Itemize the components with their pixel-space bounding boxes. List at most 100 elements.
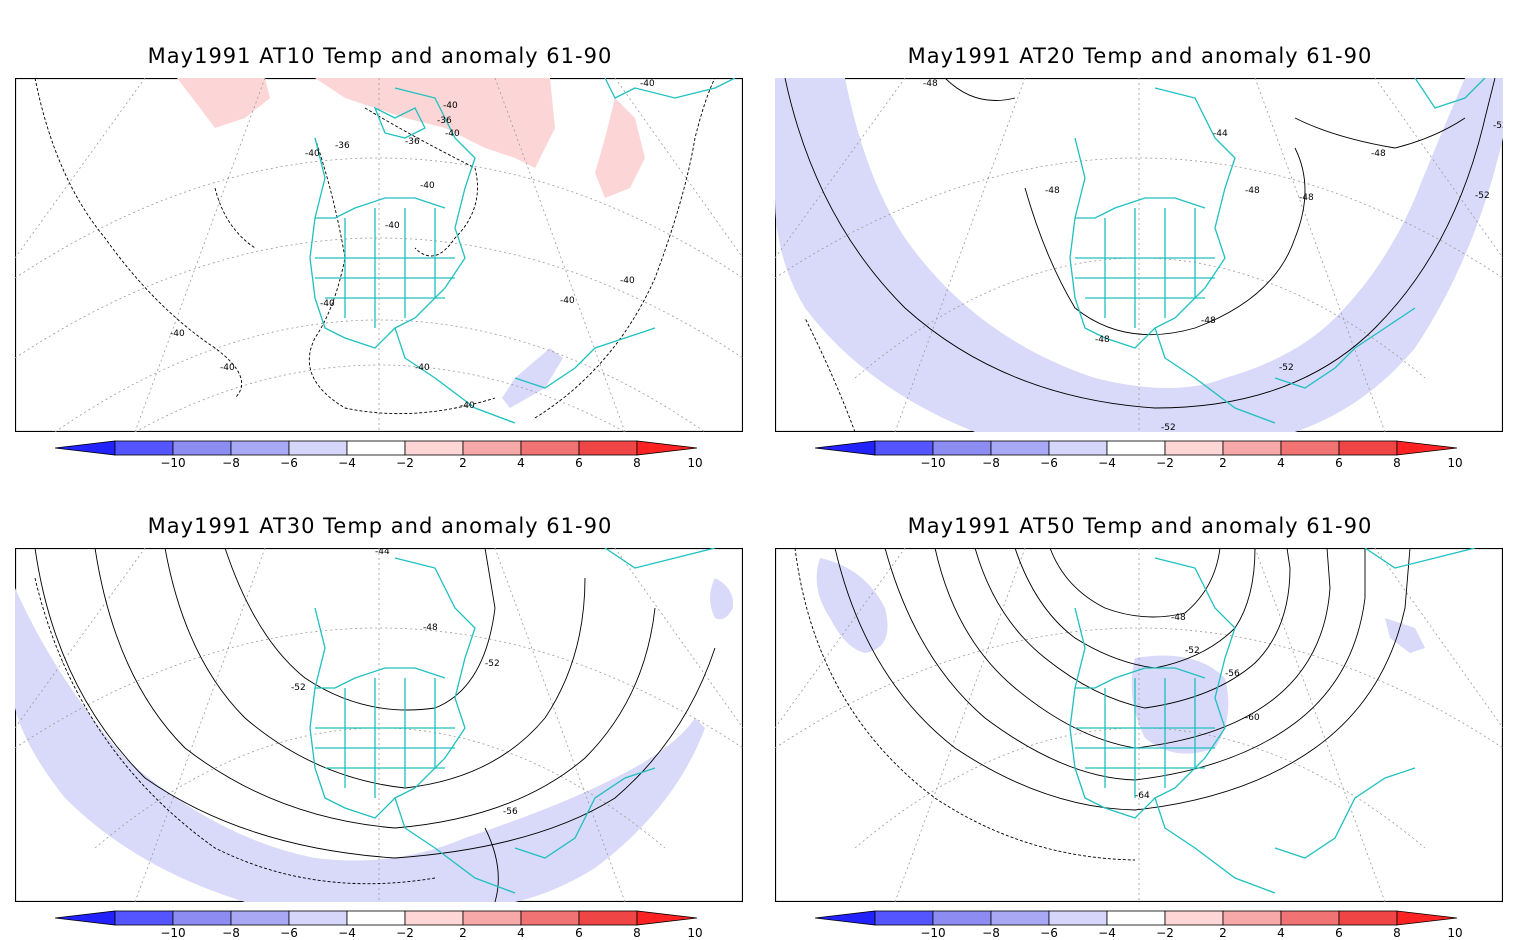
contour-label: -48 [1299, 193, 1314, 203]
colorbar-tick-label: −8 [982, 456, 1000, 470]
colorbar-tick-label: 4 [1277, 926, 1285, 940]
colorbar-segment [578, 910, 638, 926]
colorbar-segment [230, 910, 290, 926]
colorbar-arrow-low [55, 440, 116, 456]
colorbar-arrow-low [815, 910, 876, 926]
colorbar-tick-label: −6 [280, 926, 298, 940]
colorbar-segment [874, 910, 934, 926]
colorbar-segment [1222, 440, 1282, 456]
colorbar-segment [1106, 440, 1166, 456]
colorbar-tick-label: 2 [1219, 926, 1227, 940]
colorbar-segment [1338, 910, 1398, 926]
colorbar-segment [520, 440, 580, 456]
colorbar-arrow-high [1396, 910, 1458, 926]
colorbar-tick-label: −10 [920, 456, 945, 470]
colorbar-arrow-low [55, 910, 116, 926]
colorbar-segment [990, 910, 1050, 926]
colorbar-tick-label: −4 [1098, 926, 1116, 940]
contour-label: -48 [1371, 149, 1386, 159]
panel-title: May1991 AT50 Temp and anomaly 61-90 [907, 514, 1373, 538]
contour-label: -44 [1213, 129, 1228, 139]
colorbar-segment [462, 440, 522, 456]
colorbar-tick-label: −6 [1040, 926, 1058, 940]
colorbar-tick-label: −4 [338, 926, 356, 940]
colorbar-segment [404, 910, 464, 926]
colorbar-segment [1164, 910, 1224, 926]
contour-label: -64 [1135, 791, 1150, 801]
colorbar-segment [114, 440, 174, 456]
contour-label: -48 [1045, 186, 1060, 196]
colorbar-arrow-high [636, 910, 698, 926]
colorbar: −10 −8 −6 −4 −2 2 4 6 8 10 [55, 440, 703, 470]
colorbar-segment [346, 910, 406, 926]
colorbar-tick-label: −6 [1040, 456, 1058, 470]
colorbar-segment [346, 440, 406, 456]
contour-label: -52 [1493, 121, 1503, 131]
contour-label: -48 [923, 79, 938, 89]
colorbar-segment [1164, 440, 1224, 456]
colorbar-tick-label: 8 [1393, 456, 1401, 470]
colorbar-tick-label: 10 [687, 926, 702, 940]
contour-label: -48 [1245, 186, 1260, 196]
contour-label: -40 [385, 221, 400, 231]
colorbar-segment [1048, 440, 1108, 456]
colorbar-tick-label: 8 [633, 926, 641, 940]
coastline-icon [1069, 548, 1476, 894]
colorbar-segment [1280, 440, 1340, 456]
contour-labels: -48 -52 -56 -60 -64 [1135, 613, 1260, 801]
colorbar-tick-label: 10 [1447, 456, 1462, 470]
contour-label: -36 [405, 137, 420, 147]
colorbar-tick-label: −4 [338, 456, 356, 470]
colorbar-tick-label: −2 [396, 456, 414, 470]
colorbar-segment [1048, 910, 1108, 926]
colorbar-tick-label: 4 [1277, 456, 1285, 470]
contour-label: -40 [460, 401, 475, 411]
colorbar-segment [172, 440, 232, 456]
colorbar-segment [288, 440, 348, 456]
contour-label: -36 [437, 116, 452, 126]
colorbar-tick-label: 6 [575, 456, 583, 470]
map-panel-at10: May1991 AT10 Temp and anomaly 61-90 [0, 0, 760, 470]
colorbar-segment [520, 910, 580, 926]
contour-label: -52 [1475, 191, 1490, 201]
colorbar: −10 −8 −6 −4 −2 2 4 6 8 10 [55, 910, 703, 940]
colorbar-tick-label: 2 [459, 926, 467, 940]
colorbar-tick-label: 4 [517, 456, 525, 470]
contour-label: -52 [1279, 363, 1294, 373]
map-panel-at20: May1991 AT20 Temp and anomaly 61-90 [760, 0, 1520, 470]
colorbar-segment [404, 440, 464, 456]
map-plot: -44 -48 -52 -52 -56 [15, 548, 743, 902]
contour-label: -52 [1161, 423, 1176, 432]
map-panel-at50: May1991 AT50 Temp and anomaly 61-90 [760, 470, 1520, 940]
contour-label: -48 [1201, 316, 1216, 326]
map-plot: -40 -36 -36 -40 -36 -40 -40 -40 -40 -40 … [15, 78, 743, 432]
colorbar-segment [1338, 440, 1398, 456]
contour-labels: -48 -44 -48 -48 -48 -48 -48 -48 -52 -52 … [923, 79, 1503, 432]
contour-label: -40 [320, 299, 335, 309]
coastline-icon [1069, 78, 1486, 424]
colorbar-arrow-high [1396, 440, 1458, 456]
contour-label: -48 [1095, 335, 1110, 345]
colorbar-tick-label: −10 [920, 926, 945, 940]
colorbar-arrow-low [815, 440, 876, 456]
colorbar-segment [578, 440, 638, 456]
contour-label: -56 [503, 807, 518, 817]
colorbar-segment [230, 440, 290, 456]
contour-label: -52 [291, 683, 306, 693]
colorbar-tick-label: 6 [575, 926, 583, 940]
contour-label: -40 [305, 149, 320, 159]
colorbar-tick-label: −6 [280, 456, 298, 470]
colorbar-tick-label: 2 [1219, 456, 1227, 470]
contour-label: -40 [640, 79, 655, 89]
contour-label: -40 [445, 129, 460, 139]
contour-labels: -40 -36 -36 -40 -36 -40 -40 -40 -40 -40 … [170, 79, 655, 411]
colorbar-tick-label: −8 [222, 926, 240, 940]
colorbar-segment [874, 440, 934, 456]
contour-label: -40 [220, 363, 235, 373]
colorbar-tick-label: 4 [517, 926, 525, 940]
colorbar-segment [932, 910, 992, 926]
contour-label: -48 [1171, 613, 1186, 623]
colorbar-tick-label: 8 [633, 456, 641, 470]
colorbar-tick-label: 8 [1393, 926, 1401, 940]
contour-label: -52 [1185, 646, 1200, 656]
